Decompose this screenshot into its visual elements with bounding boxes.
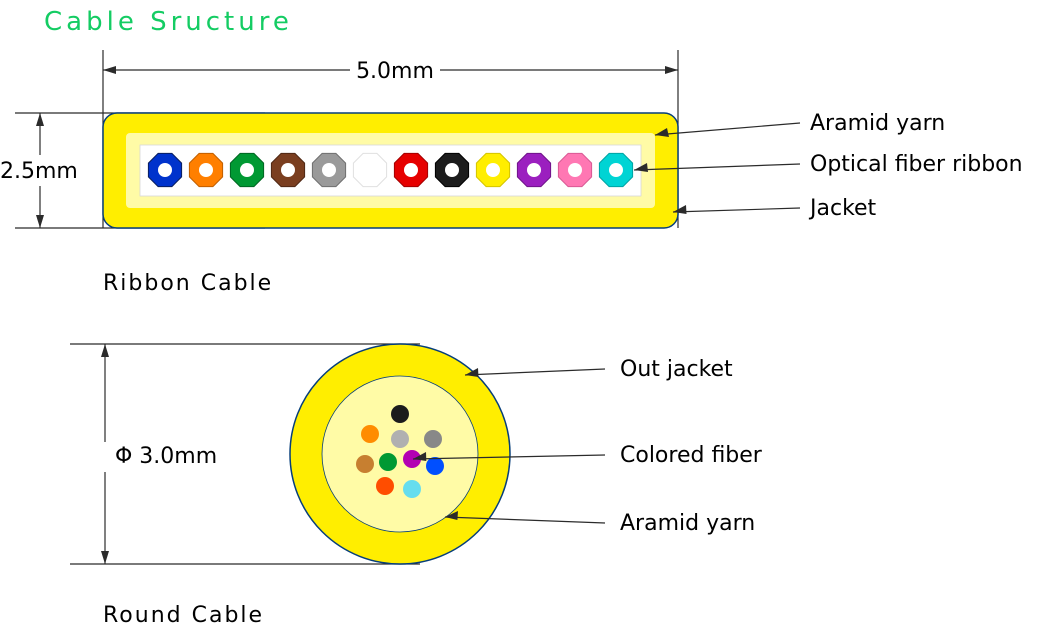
round-fiber	[424, 430, 442, 448]
ribbon-fiber	[394, 153, 427, 186]
ribbon-height-label: 2.5mm	[0, 159, 78, 184]
ribbon-fiber	[435, 153, 468, 186]
ribbon-fiber	[271, 153, 304, 186]
round-dia-label: Φ 3.0mm	[115, 444, 217, 469]
round-fiber	[391, 430, 409, 448]
ribbon-width-label: 5.0mm	[356, 59, 434, 84]
round-fiber	[426, 457, 444, 475]
round-fiber	[361, 425, 379, 443]
ribbon-fiber	[476, 153, 509, 186]
cable-structure-diagram: Cable Sructure 5.0mm 2.5mm	[0, 0, 1060, 638]
ribbon-fiber	[148, 153, 181, 186]
ribbon-fiber	[189, 153, 222, 186]
round-cable-section: Φ 3.0mm Out jacket Colored fiber Aramid …	[70, 344, 763, 628]
ribbon-caption: Ribbon Cable	[103, 271, 273, 296]
ribbon-fiber	[230, 153, 263, 186]
ribbon-cable-body	[103, 113, 678, 228]
round-fiber	[356, 455, 374, 473]
label-aramid-yarn: Aramid yarn	[810, 111, 945, 136]
round-fiber	[379, 453, 397, 471]
ribbon-fiber	[312, 153, 345, 186]
ribbon-fiber	[558, 153, 591, 186]
round-fiber	[391, 405, 409, 423]
round-fiber	[403, 480, 421, 498]
diagram-title: Cable Sructure	[44, 7, 293, 37]
round-caption: Round Cable	[103, 603, 264, 628]
aramid-yarn-round-shape	[322, 376, 478, 532]
ribbon-fiber	[517, 153, 550, 186]
ribbon-fiber	[599, 153, 632, 186]
label-colored-fiber: Colored fiber	[620, 443, 763, 468]
label-out-jacket: Out jacket	[620, 357, 733, 382]
label-optical-fiber-ribbon: Optical fiber ribbon	[810, 152, 1023, 177]
label-jacket: Jacket	[808, 196, 877, 221]
ribbon-callouts: Aramid yarn Optical fiber ribbon Jacket	[634, 111, 1023, 221]
ribbon-fiber	[353, 153, 386, 186]
ribbon-cable-section: 5.0mm 2.5mm Aramid yarn Optical fib	[0, 50, 1023, 296]
label-aramid-yarn-round: Aramid yarn	[620, 511, 755, 536]
round-fiber	[376, 477, 394, 495]
round-cable-body	[290, 344, 510, 564]
